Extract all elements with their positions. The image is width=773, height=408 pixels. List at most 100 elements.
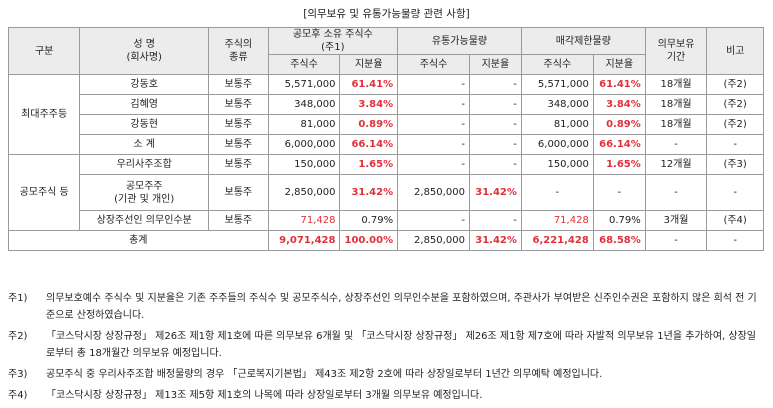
subheader-shares: 주식수	[267, 54, 341, 75]
group-major: 최대주주등	[7, 74, 81, 155]
holder-name: 상장주선인 의무인수분	[79, 210, 210, 231]
remark: -	[706, 134, 764, 155]
table-row: 김혜영 보통주 348,000 3.84% - - 348,000 3.84% …	[9, 94, 764, 115]
remark: -	[706, 174, 764, 211]
restricted-shares: 150,000	[520, 154, 594, 175]
tradable-shares: -	[397, 114, 470, 135]
lockup-period: -	[644, 174, 708, 211]
after-ratio: 0.79%	[339, 210, 399, 231]
group-public: 공모주식 등	[7, 154, 81, 231]
footnotes: 주1) 의무보호예수 주식수 및 지분율은 기존 주주들의 주식수 및 공모주식…	[8, 290, 764, 408]
restricted-ratio: 61.41%	[592, 74, 646, 95]
restricted-ratio: 3.84%	[592, 94, 646, 115]
tradable-ratio: -	[468, 210, 522, 231]
tradable-ratio: -	[468, 154, 522, 175]
footnote: 주1) 의무보호예수 주식수 및 지분율은 기존 주주들의 주식수 및 공모주식…	[8, 290, 764, 324]
header-tradable: 유통가능물량	[397, 27, 522, 55]
restricted-shares: 71,428	[520, 210, 594, 231]
header-remark: 비고	[706, 27, 764, 75]
header-group: 구분	[7, 27, 81, 75]
restricted-shares: 6,000,000	[520, 134, 594, 155]
after-shares: 6,000,000	[267, 134, 341, 155]
total-restricted-ratio: 68.58%	[592, 230, 646, 251]
after-shares: 2,850,000	[267, 174, 341, 211]
stock-type: 보통주	[208, 154, 269, 175]
holder-name: 김혜영	[79, 94, 210, 115]
total-lockup: -	[644, 230, 708, 251]
after-shares: 150,000	[267, 154, 341, 175]
footnote-key: 주1)	[8, 293, 28, 304]
lockup-period: 12개월	[644, 154, 708, 175]
footnote: 주3) 공모주식 중 우리사주조합 배정물량의 경우 「근로복지기본법」 제43…	[8, 366, 764, 383]
footnote-key: 주4)	[8, 390, 28, 401]
table-title: [의무보유 및 유통가능물량 관련 사항]	[303, 8, 470, 20]
stock-type: 보통주	[208, 134, 269, 155]
restricted-ratio: 0.89%	[592, 114, 646, 135]
after-ratio: 1.65%	[339, 154, 399, 175]
table-row: 공모주식 등 우리사주조합 보통주 150,000 1.65% - - 150,…	[7, 154, 764, 231]
after-shares: 71,428	[267, 210, 341, 231]
footnote: 주2) 「코스닥시장 상장규정」 제26조 제1항 제1호에 따른 의무보유 6…	[8, 328, 764, 362]
tradable-shares: -	[397, 210, 470, 231]
remark: (주3)	[706, 154, 764, 175]
tradable-ratio: -	[468, 114, 522, 135]
header-lockup: 의무보유 기간	[644, 27, 708, 75]
lockup-period: 3개월	[644, 210, 708, 231]
subheader-shares: 주식수	[397, 54, 470, 75]
table-row: 최대주주등 강동호 보통주 5,571,000 61.41% - - 5,571…	[7, 74, 764, 155]
after-shares: 5,571,000	[267, 74, 341, 95]
stock-type: 보통주	[208, 74, 269, 95]
after-ratio: 66.14%	[339, 134, 399, 155]
footnote: 주4) 「코스닥시장 상장규정」 제13조 제5항 제1호의 나목에 따라 상장…	[8, 387, 764, 404]
subheader-ratio: 지분율	[592, 54, 646, 75]
header-stock-type: 주식의 종류	[208, 27, 269, 75]
footnote-text: 의무보호예수 주식수 및 지분율은 기존 주주들의 주식수 및 공모주식수, 상…	[46, 293, 757, 321]
restricted-shares: 348,000	[520, 94, 594, 115]
subheader-ratio: 지분율	[468, 54, 522, 75]
lockup-table: 구분 성 명 (회사명) 주식의 종류 공모후 소유 주식수 (주1) 유통가능물량 …	[7, 27, 764, 251]
total-after-shares: 9,071,428	[267, 230, 341, 251]
restricted-ratio: 1.65%	[592, 154, 646, 175]
footnote-text: 「코스닥시장 상장규정」 제13조 제5항 제1호의 나목에 따라 상장일로부터…	[46, 390, 483, 401]
total-tradable-shares: 2,850,000	[397, 230, 470, 251]
footnote-text: 「코스닥시장 상장규정」 제26조 제1항 제1호에 따른 의무보유 6개월 및…	[46, 331, 756, 359]
tradable-ratio: 31.42%	[468, 174, 522, 211]
remark: (주2)	[706, 114, 764, 135]
restricted-shares: 81,000	[520, 114, 594, 135]
tradable-shares: -	[397, 134, 470, 155]
after-ratio: 3.84%	[339, 94, 399, 115]
holder-name: 강동현	[79, 114, 210, 135]
restricted-ratio: 0.79%	[592, 210, 646, 231]
lockup-period: -	[644, 134, 708, 155]
subheader-ratio: 지분율	[339, 54, 399, 75]
restricted-shares: 5,571,000	[520, 74, 594, 95]
header-restricted: 매각제한물량	[520, 27, 646, 55]
footnote-key: 주2)	[8, 331, 28, 342]
table-row: 강동현 보통주 81,000 0.89% - - 81,000 0.89% 18…	[9, 114, 764, 135]
header-after-ipo: 공모후 소유 주식수 (주1)	[267, 27, 399, 55]
holder-name: 소 계	[79, 134, 210, 155]
stock-type: 보통주	[208, 114, 269, 135]
remark: (주4)	[706, 210, 764, 231]
footnote-text: 공모주식 중 우리사주조합 배정물량의 경우 「근로복지기본법」 제43조 제2…	[46, 369, 603, 380]
after-ratio: 61.41%	[339, 74, 399, 95]
lockup-period: 18개월	[644, 94, 708, 115]
stock-type: 보통주	[208, 210, 269, 231]
lockup-period: 18개월	[644, 74, 708, 95]
tradable-shares: -	[397, 94, 470, 115]
table-row: 공모주주 (기관 및 개인) 보통주 2,850,000 31.42% 2,850…	[9, 174, 764, 211]
subheader-shares: 주식수	[520, 54, 594, 75]
total-restricted-shares: 6,221,428	[520, 230, 594, 251]
after-ratio: 0.89%	[339, 114, 399, 135]
table-row-total: 총계 9,071,428 100.00% 2,850,000 31.42% 6,…	[8, 230, 764, 251]
restricted-shares: -	[520, 174, 594, 211]
holder-name: 강동호	[79, 74, 210, 95]
after-ratio: 31.42%	[339, 174, 399, 211]
holder-name: 우리사주조합	[79, 154, 210, 175]
total-remark: -	[706, 230, 764, 251]
header-name: 성 명 (회사명)	[79, 27, 210, 75]
tradable-ratio: -	[468, 94, 522, 115]
tradable-shares: -	[397, 74, 470, 95]
lockup-period: 18개월	[644, 114, 708, 135]
restricted-ratio: -	[592, 174, 646, 211]
